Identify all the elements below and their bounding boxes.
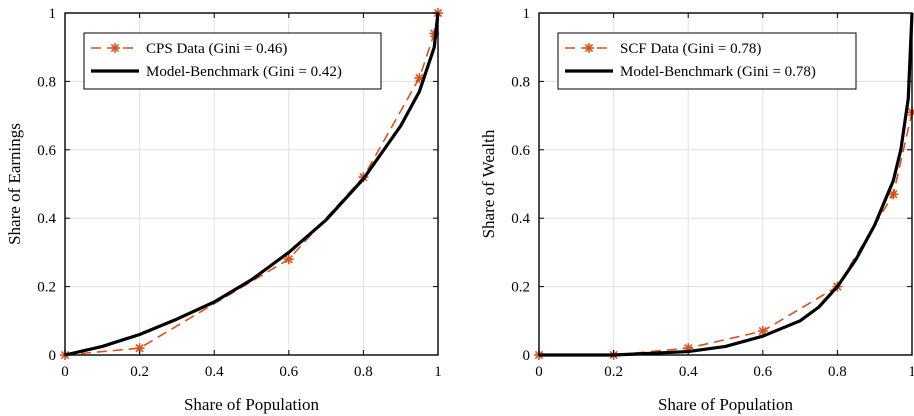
data-point-marker [888,189,899,200]
x-tick-label: 0.6 [753,364,772,380]
y-axis-label: Share of Earnings [5,123,24,245]
legend-box [557,32,857,90]
y-tick-label: 0.6 [37,143,56,159]
y-tick-label: 0.2 [511,280,530,296]
model-series-line [64,12,440,357]
plot-frame [64,12,439,356]
legend: CPS Data (Gini = 0.46) Model-Benchmark (G… [83,32,382,90]
data-point-marker [283,254,294,265]
x-axis-label: Share of Population [184,395,320,414]
legend-marker [584,43,594,53]
y-tick-label: 0 [49,348,57,364]
legend-label: CPS Data (Gini = 0.46) [146,41,287,57]
y-tick-label: 0.6 [511,143,530,159]
y-tick-label: 0 [523,348,531,364]
y-tick-label: 1 [523,6,531,22]
legend: SCF Data (Gini = 0.78) Model-Benchmark (G… [557,32,857,90]
chart-panel-1: 0 0.2 0.4 0.6 0.8 1 0 0.2 0.4 0.6 0.8 1 Share of Pop… [5,6,443,414]
data-point-marker [757,326,768,337]
y-tick-label: 0.4 [511,211,530,227]
y-tick-label: 1 [49,6,57,22]
x-tick-label: 0.8 [828,364,847,380]
legend-label: SCF Data (Gini = 0.78) [620,41,761,57]
x-tick-label: 0.2 [604,364,623,380]
x-tick-label: 0.4 [679,364,698,380]
x-tick-label: 0 [535,364,543,380]
legend-label: Model-Benchmark (Gini = 0.78) [620,64,816,80]
legend-label: Model-Benchmark (Gini = 0.42) [146,64,342,80]
legend-marker [110,43,120,53]
x-axis-label: Share of Population [658,395,794,414]
model-series-line [539,12,914,357]
y-tick-label: 0.4 [37,211,56,227]
x-tick-label: 1 [908,364,914,380]
y-tick-label: 0.8 [37,74,56,90]
chart-panel-2: 0 0.2 0.4 0.6 0.8 1 0 0.2 0.4 0.6 0.8 1 Share of Pop… [479,6,914,414]
x-tick-label: 0.4 [205,364,224,380]
y-tick-label: 0.8 [511,74,530,90]
plot-frame [538,12,913,356]
x-tick-label: 0.8 [354,364,373,380]
x-tick-label: 0 [61,364,69,380]
x-tick-label: 0.6 [279,364,298,380]
y-tick-label: 0.2 [37,280,56,296]
x-tick-label: 0.2 [130,364,149,380]
x-tick-label: 1 [434,364,442,380]
data-series-line [539,112,913,356]
y-axis-label: Share of Wealth [479,129,498,238]
legend-box [83,32,382,90]
